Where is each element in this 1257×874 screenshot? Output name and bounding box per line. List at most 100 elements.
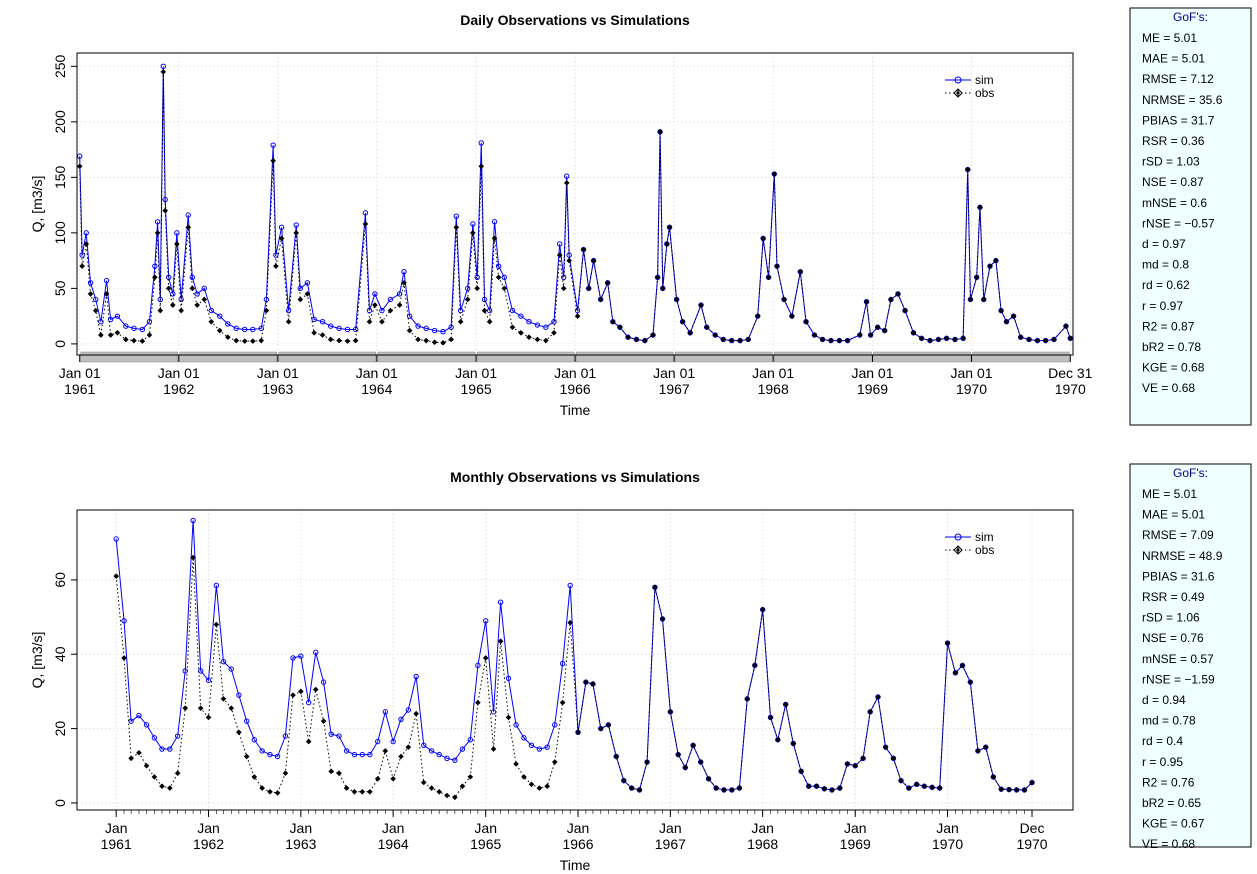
sim-marker — [208, 307, 215, 314]
obs-marker — [590, 257, 597, 264]
x-tick-label: Dec 31 1970 — [1048, 365, 1093, 397]
obs-marker — [107, 332, 114, 338]
obs-marker — [863, 298, 870, 305]
gof-stat: KGE = 0.67 — [1142, 817, 1205, 831]
obs-marker — [790, 740, 797, 747]
obs-marker — [387, 307, 394, 314]
obs-marker — [590, 681, 596, 687]
obs-marker — [431, 339, 438, 346]
sim-marker — [559, 660, 566, 667]
sim-marker — [121, 618, 127, 624]
obs-marker — [556, 252, 563, 258]
sim-marker — [544, 744, 550, 750]
obs-marker — [819, 336, 826, 343]
legend-marker — [954, 533, 962, 541]
obs-marker — [935, 336, 942, 343]
obs-marker — [319, 332, 326, 338]
sim-marker — [362, 210, 369, 216]
obs-marker — [781, 296, 787, 303]
gof-stat: NRMSE = 35.6 — [1142, 93, 1223, 107]
gof-stat: rNSE = −0.57 — [1142, 216, 1215, 230]
sim-marker — [328, 731, 334, 737]
obs-marker — [921, 783, 928, 790]
obs-marker — [270, 157, 276, 164]
sim-marker — [297, 285, 303, 292]
gof-stat: NSE = 0.87 — [1142, 175, 1204, 189]
obs-marker — [228, 705, 235, 711]
obs-marker — [440, 339, 446, 346]
sim-marker — [131, 325, 137, 332]
obs-marker — [767, 714, 774, 721]
obs-marker — [774, 263, 780, 269]
sim-marker — [343, 748, 350, 754]
x-axis-label: Time — [560, 857, 591, 873]
obs-marker — [898, 777, 904, 784]
gof-stat: R2 = 0.87 — [1142, 319, 1195, 333]
obs-marker — [952, 336, 958, 343]
y-tick-label: 200 — [52, 110, 68, 134]
obs-marker — [559, 699, 566, 706]
sim-marker — [228, 666, 234, 672]
obs-marker — [379, 318, 385, 325]
sim-marker — [298, 653, 304, 659]
sim-marker — [518, 313, 524, 319]
sim-marker — [251, 737, 257, 743]
obs-marker — [398, 753, 404, 760]
obs-marker — [580, 246, 587, 253]
obs-marker — [712, 332, 718, 338]
sim-marker — [501, 274, 508, 280]
obs-marker — [798, 768, 804, 775]
gof-stat: RMSE = 7.12 — [1142, 72, 1214, 86]
gof-stat: NSE = 0.76 — [1142, 631, 1204, 645]
obs-marker — [610, 318, 616, 325]
x-axis-label: Time — [560, 402, 591, 418]
x-tick-label: Jan 01 1966 — [554, 365, 596, 397]
obs-marker — [420, 779, 427, 786]
chart-title: Monthly Observations vs Simulations — [450, 469, 700, 485]
sim-marker — [290, 655, 296, 661]
obs-marker — [998, 307, 1004, 314]
sim-marker — [311, 316, 317, 323]
obs-marker — [977, 204, 983, 211]
gof-stat: rd = 0.62 — [1142, 278, 1190, 292]
obs-marker — [673, 296, 680, 303]
x-tick-label: Dec 1970 — [1016, 820, 1047, 852]
obs-marker — [636, 787, 643, 793]
sim-marker — [267, 751, 273, 758]
obs-marker — [664, 241, 670, 247]
sim-marker — [552, 722, 558, 728]
x-tick-label: Jan 01 1961 — [59, 365, 101, 397]
obs-marker — [1067, 335, 1074, 342]
sim-marker — [390, 738, 396, 745]
obs-marker — [216, 327, 223, 334]
obs-marker — [1029, 779, 1035, 786]
obs-marker — [464, 296, 471, 303]
obs-marker — [567, 619, 573, 626]
obs-marker — [293, 230, 300, 236]
y-tick-label: 0 — [52, 340, 68, 348]
legend-label: sim — [975, 73, 994, 87]
series-line — [79, 71, 1071, 344]
obs-marker — [367, 788, 373, 795]
year-band — [773, 351, 872, 363]
obs-marker — [143, 762, 150, 769]
obs-marker — [737, 337, 743, 344]
sim-marker — [128, 718, 134, 724]
sim-marker — [194, 291, 200, 297]
sim-marker — [159, 746, 165, 752]
gof-stat: ME = 5.01 — [1142, 31, 1197, 45]
obs-marker — [343, 785, 350, 791]
obs-marker — [505, 714, 512, 721]
obs-marker — [174, 770, 181, 776]
sim-marker — [528, 742, 535, 749]
sim-marker — [475, 662, 481, 669]
obs-marker — [526, 334, 532, 341]
sim-marker — [387, 296, 394, 303]
sim-marker — [146, 318, 153, 325]
obs-marker — [902, 307, 908, 314]
gof-stat: R2 = 0.76 — [1142, 775, 1195, 789]
x-tick-label: Jan 1961 — [101, 820, 132, 852]
obs-marker — [728, 337, 735, 344]
obs-marker — [169, 302, 176, 308]
sim-marker — [233, 325, 239, 332]
